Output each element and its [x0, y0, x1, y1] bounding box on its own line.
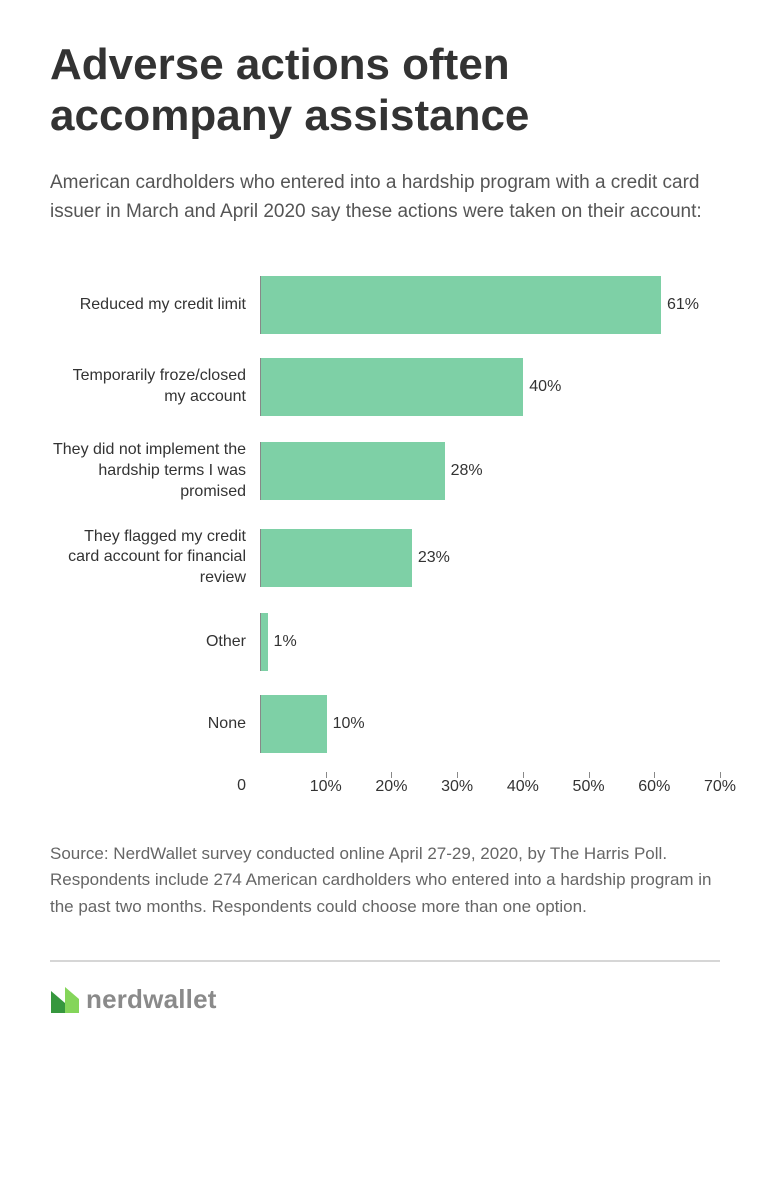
chart-subtitle: American cardholders who entered into a …	[50, 169, 720, 226]
chart-row: They flagged my credit card account for …	[50, 527, 720, 589]
chart-row: They did not implement the hardship term…	[50, 440, 720, 502]
brand-name: nerdwallet	[86, 984, 217, 1015]
chart-row: Reduced my credit limit 61%	[50, 276, 720, 334]
category-label: They flagged my credit card account for …	[50, 527, 260, 589]
source-note: Source: NerdWallet survey conducted onli…	[50, 841, 720, 920]
value-label: 28%	[451, 462, 483, 480]
value-label: 23%	[418, 549, 450, 567]
x-tick-label: 50%	[573, 778, 605, 796]
bar-chart: Reduced my credit limit 61% Temporarily fr…	[50, 276, 720, 801]
category-label: Reduced my credit limit	[50, 295, 260, 316]
x-axis: 010%20%30%40%50%60%70%	[50, 777, 720, 801]
x-tick-label: 60%	[638, 778, 670, 796]
category-label: Other	[50, 632, 260, 653]
value-label: 10%	[333, 715, 365, 733]
x-tick-label: 40%	[507, 778, 539, 796]
category-label: Temporarily froze/closed my account	[50, 366, 260, 408]
category-label: They did not implement the hardship term…	[50, 440, 260, 502]
value-label: 40%	[529, 378, 561, 396]
value-label: 61%	[667, 296, 699, 314]
nerdwallet-logo-icon	[50, 985, 80, 1015]
bar	[261, 529, 412, 587]
category-label: None	[50, 714, 260, 735]
bar	[261, 276, 661, 334]
brand-logo: nerdwallet	[50, 984, 720, 1015]
chart-row: None 10%	[50, 695, 720, 753]
chart-title: Adverse actions often accompany assistan…	[50, 40, 720, 141]
x-tick-label: 70%	[704, 778, 736, 796]
bar	[261, 442, 445, 500]
x-tick-label: 20%	[375, 778, 407, 796]
chart-row: Other 1%	[50, 613, 720, 671]
bar	[261, 613, 268, 671]
axis-zero-label: 0	[50, 777, 260, 801]
value-label: 1%	[274, 633, 297, 651]
x-tick-label: 10%	[310, 778, 342, 796]
bar	[261, 695, 327, 753]
x-tick-label: 30%	[441, 778, 473, 796]
footer-divider	[50, 960, 720, 962]
chart-row: Temporarily froze/closed my account 40%	[50, 358, 720, 416]
bar	[261, 358, 523, 416]
